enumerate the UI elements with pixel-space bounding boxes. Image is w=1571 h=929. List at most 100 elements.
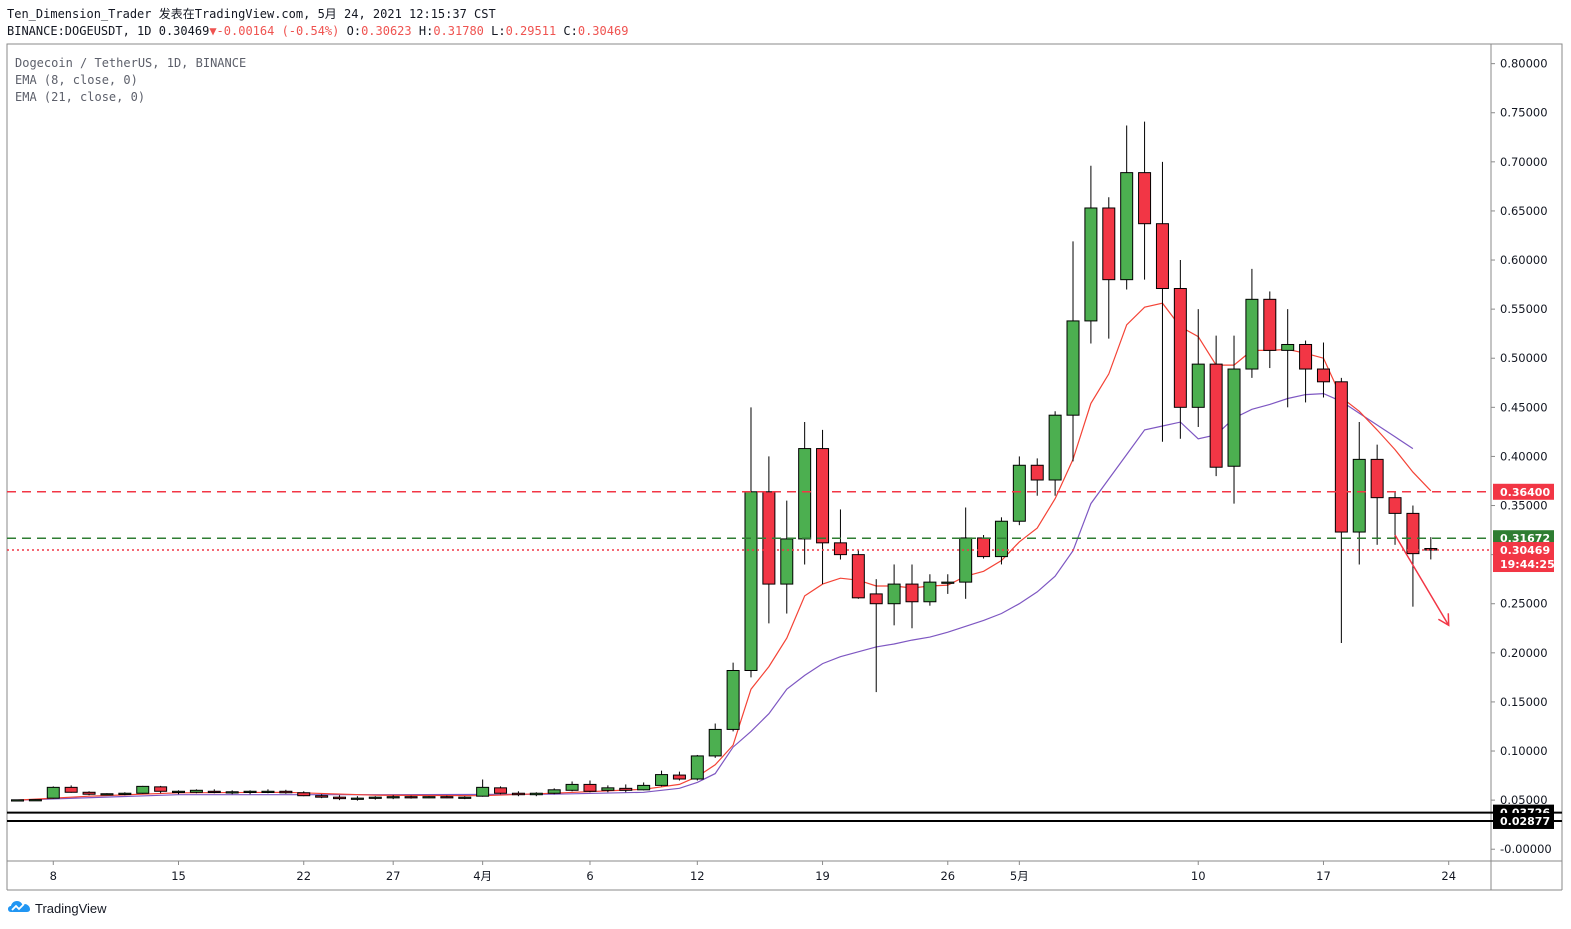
candle[interactable] [333, 795, 347, 801]
candle[interactable] [1066, 241, 1080, 462]
symbol-name[interactable]: BINANCE:DOGEUSDT, 1D [7, 24, 152, 38]
candle[interactable] [1048, 411, 1062, 496]
candle[interactable] [279, 789, 293, 794]
candle[interactable] [1138, 121, 1152, 280]
candle[interactable] [404, 795, 418, 799]
candle[interactable] [798, 422, 812, 565]
candle[interactable] [494, 786, 508, 795]
candle[interactable] [1173, 260, 1187, 439]
candle[interactable] [189, 789, 203, 794]
candle[interactable] [1334, 377, 1348, 644]
candle[interactable] [708, 723, 722, 758]
candle[interactable] [315, 794, 329, 799]
candle[interactable] [887, 564, 901, 626]
candle[interactable] [1281, 309, 1295, 408]
candle[interactable] [1263, 291, 1277, 369]
drawing-arrow[interactable] [1394, 534, 1450, 627]
candle[interactable] [780, 500, 794, 614]
legend-title[interactable]: Dogecoin / TetherUS, 1D, BINANCE [15, 56, 247, 70]
candle-body-up [887, 583, 901, 605]
candle[interactable] [1102, 197, 1116, 339]
candle[interactable] [833, 509, 847, 560]
candle[interactable] [1030, 458, 1044, 496]
price-tag-bg [1493, 542, 1554, 573]
candle[interactable] [261, 789, 275, 794]
tradingview-brand[interactable]: TradingView [8, 900, 107, 916]
candle-body-up [780, 538, 794, 585]
candle[interactable] [941, 574, 955, 594]
candle[interactable] [672, 771, 686, 781]
candle[interactable] [511, 791, 525, 797]
candle[interactable] [601, 785, 615, 793]
legend-ema-slow[interactable]: EMA (21, close, 0) [15, 90, 146, 104]
ema-21-line[interactable] [17, 392, 1414, 801]
candle[interactable] [1245, 268, 1259, 378]
last-price: 0.30469 [158, 24, 210, 38]
y-tick-label: 0.70000 [1500, 155, 1548, 169]
price-axis[interactable]: 0.80000 0.75000 0.70000 0.65000 0.60000 0.550… [1491, 57, 1552, 857]
candle[interactable] [816, 429, 830, 585]
candle[interactable] [1012, 456, 1026, 526]
candle[interactable] [744, 407, 758, 678]
candle[interactable] [619, 784, 633, 793]
candle[interactable] [225, 790, 239, 795]
candle[interactable] [1227, 335, 1241, 504]
candle[interactable] [690, 754, 704, 781]
candle[interactable] [959, 507, 973, 599]
candle[interactable] [905, 564, 919, 629]
candle[interactable] [386, 795, 400, 800]
candle[interactable] [762, 456, 776, 624]
time-axis[interactable]: 8 15 22 27 4月 6 12 19 26 5月 10 17 24 [50, 861, 1456, 883]
candle[interactable] [869, 579, 883, 693]
candle[interactable] [82, 791, 96, 796]
candle[interactable] [154, 785, 168, 794]
y-tick-label: 0.50000 [1500, 351, 1548, 365]
candle[interactable] [1209, 335, 1223, 477]
candle[interactable] [1352, 422, 1366, 565]
author-name[interactable]: Ten_Dimension_Trader [7, 7, 152, 21]
candle[interactable] [297, 791, 311, 797]
candle[interactable] [422, 796, 436, 799]
candle[interactable] [1406, 505, 1420, 607]
arrow-shaft[interactable] [1394, 534, 1450, 626]
candle[interactable] [726, 662, 740, 732]
candle[interactable] [350, 796, 364, 801]
candle[interactable] [243, 790, 257, 795]
candle-body-down [1102, 207, 1116, 281]
candles[interactable] [11, 121, 1438, 802]
candle[interactable] [529, 792, 543, 797]
candle[interactable] [1191, 309, 1205, 427]
candle[interactable] [547, 788, 561, 795]
candle[interactable] [1424, 537, 1438, 560]
candle[interactable] [1316, 342, 1330, 398]
candle[interactable] [46, 786, 60, 799]
candle[interactable] [1388, 491, 1402, 545]
candle[interactable] [476, 779, 490, 797]
candle[interactable] [64, 785, 78, 793]
candle[interactable] [655, 770, 669, 787]
candle[interactable] [1155, 161, 1169, 442]
candle[interactable] [28, 799, 42, 802]
candle[interactable] [923, 574, 937, 606]
horizontal-lines[interactable] [7, 491, 1562, 822]
candle[interactable] [637, 782, 651, 791]
legend-ema-fast[interactable]: EMA (8, close, 0) [15, 73, 138, 87]
candle[interactable] [100, 793, 114, 796]
candle[interactable] [207, 789, 221, 794]
candle[interactable] [458, 796, 472, 800]
candle[interactable] [440, 795, 454, 799]
candle[interactable] [1370, 444, 1384, 545]
candle[interactable] [368, 796, 382, 800]
candle[interactable] [565, 781, 579, 792]
candle[interactable] [1299, 340, 1313, 403]
candle[interactable] [172, 790, 186, 795]
candle[interactable] [136, 785, 150, 794]
candle[interactable] [1120, 125, 1134, 290]
candle[interactable] [1084, 165, 1098, 344]
candle[interactable] [583, 780, 597, 793]
candle[interactable] [118, 792, 132, 796]
candle[interactable] [11, 799, 24, 802]
candle[interactable] [851, 549, 865, 599]
candle[interactable] [994, 517, 1008, 565]
